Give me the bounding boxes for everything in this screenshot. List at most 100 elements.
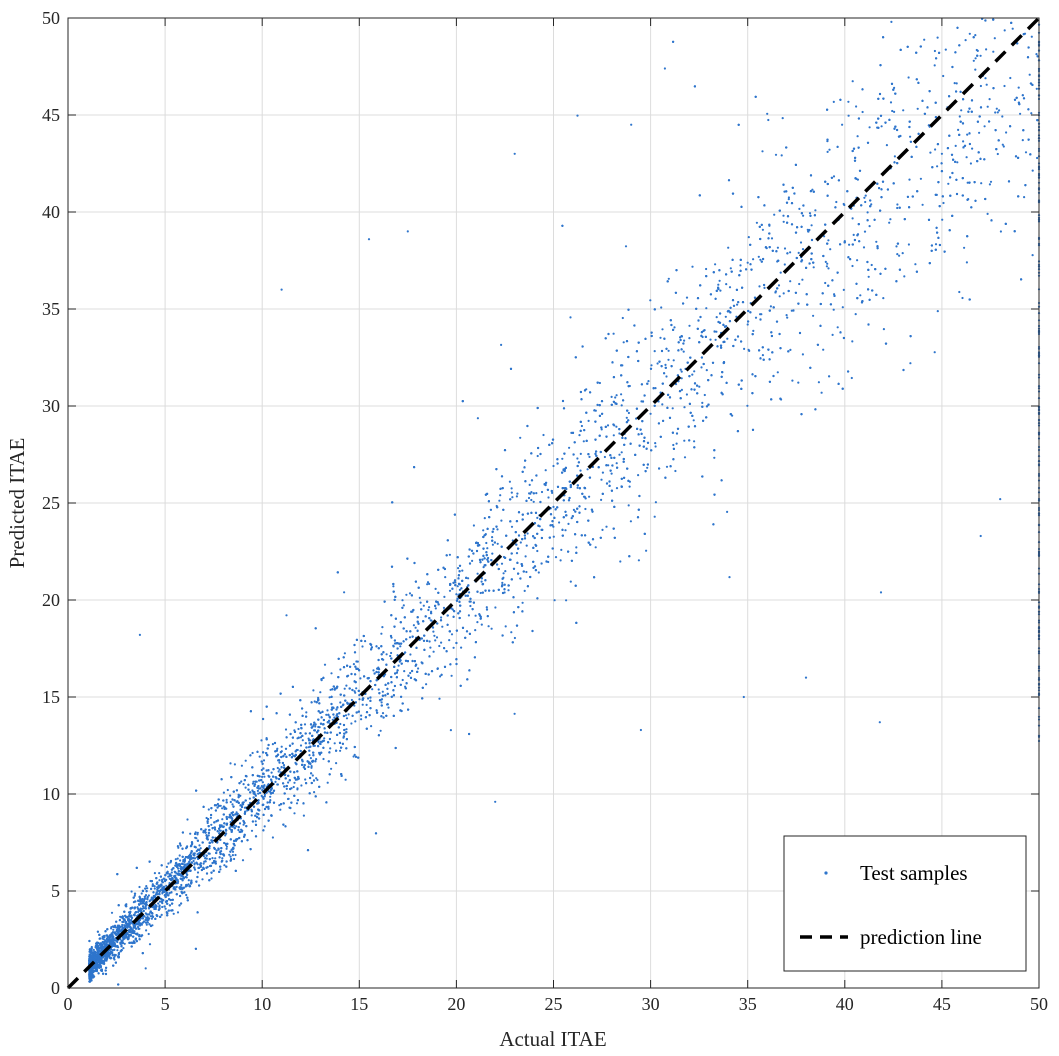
data-point xyxy=(221,807,224,810)
data-point xyxy=(121,923,124,926)
data-point xyxy=(801,353,805,356)
data-point xyxy=(524,555,527,558)
data-point xyxy=(428,582,431,586)
data-point xyxy=(313,791,316,794)
data-point xyxy=(783,263,786,266)
data-point xyxy=(773,213,776,216)
data-point xyxy=(392,585,395,588)
data-point xyxy=(665,375,668,378)
data-point xyxy=(372,669,375,672)
data-point xyxy=(111,931,115,934)
data-point xyxy=(713,456,716,459)
data-point xyxy=(685,296,689,299)
data-point xyxy=(293,812,296,815)
data-point xyxy=(187,879,190,882)
data-point xyxy=(222,791,225,794)
data-point xyxy=(715,330,718,333)
data-point xyxy=(582,440,585,443)
data-point xyxy=(425,683,428,686)
data-point xyxy=(261,781,264,784)
data-point xyxy=(485,606,488,609)
data-point xyxy=(530,498,533,502)
data-point xyxy=(186,818,189,821)
data-point xyxy=(233,763,236,766)
data-point xyxy=(228,827,231,830)
data-point xyxy=(432,650,435,653)
data-point xyxy=(572,508,576,511)
data-point xyxy=(434,587,437,591)
data-point xyxy=(201,878,204,881)
data-point xyxy=(177,867,180,870)
data-point xyxy=(387,706,390,709)
data-point xyxy=(836,326,839,329)
data-point xyxy=(661,403,664,406)
data-point xyxy=(296,787,299,790)
data-point xyxy=(277,770,280,773)
data-point xyxy=(528,492,531,495)
data-point xyxy=(879,591,883,594)
data-point xyxy=(985,48,988,51)
data-point xyxy=(150,917,153,920)
data-point xyxy=(996,111,999,114)
data-point xyxy=(966,181,969,184)
data-point xyxy=(158,879,161,882)
data-point xyxy=(1023,196,1026,199)
data-point xyxy=(326,709,329,712)
data-point xyxy=(206,821,209,825)
data-point xyxy=(172,912,175,915)
data-point xyxy=(140,892,143,895)
data-point xyxy=(826,150,829,153)
data-point xyxy=(586,468,589,471)
data-point xyxy=(189,852,192,855)
data-point xyxy=(126,926,129,929)
data-point xyxy=(162,877,165,880)
data-point xyxy=(789,348,792,351)
data-point xyxy=(724,315,727,318)
data-point xyxy=(958,290,961,294)
data-point xyxy=(229,800,232,804)
data-point xyxy=(705,267,708,271)
data-point xyxy=(766,112,769,115)
data-point xyxy=(270,780,273,783)
data-point xyxy=(496,528,499,531)
data-point xyxy=(409,671,412,675)
data-point xyxy=(558,521,561,524)
data-point xyxy=(231,803,234,806)
data-point xyxy=(450,633,454,636)
data-point xyxy=(157,902,160,905)
data-point xyxy=(359,677,362,680)
data-point xyxy=(251,751,254,755)
data-point xyxy=(833,293,836,296)
data-point xyxy=(628,485,631,488)
data-point xyxy=(498,499,501,502)
data-point xyxy=(355,687,358,690)
data-point xyxy=(476,417,479,420)
data-point xyxy=(432,630,435,633)
data-point xyxy=(854,313,857,316)
data-point xyxy=(1031,169,1034,172)
data-point xyxy=(842,288,845,291)
data-point xyxy=(936,36,939,39)
data-point xyxy=(221,857,224,860)
data-point xyxy=(196,871,200,874)
data-point xyxy=(841,306,844,309)
data-point xyxy=(233,857,236,861)
data-point xyxy=(827,239,830,242)
data-point xyxy=(149,915,152,918)
data-point xyxy=(379,729,382,732)
data-point xyxy=(345,684,348,687)
data-point xyxy=(263,795,266,798)
data-point xyxy=(311,774,314,777)
data-point xyxy=(654,445,657,448)
data-point xyxy=(409,653,412,656)
data-point xyxy=(504,625,507,628)
data-point xyxy=(799,241,803,244)
data-point xyxy=(225,847,228,850)
data-point xyxy=(755,221,759,224)
data-point xyxy=(661,328,664,331)
data-point xyxy=(261,775,264,779)
data-point xyxy=(615,487,619,490)
data-point xyxy=(553,599,556,602)
data-point xyxy=(460,646,463,649)
data-point xyxy=(487,625,490,628)
